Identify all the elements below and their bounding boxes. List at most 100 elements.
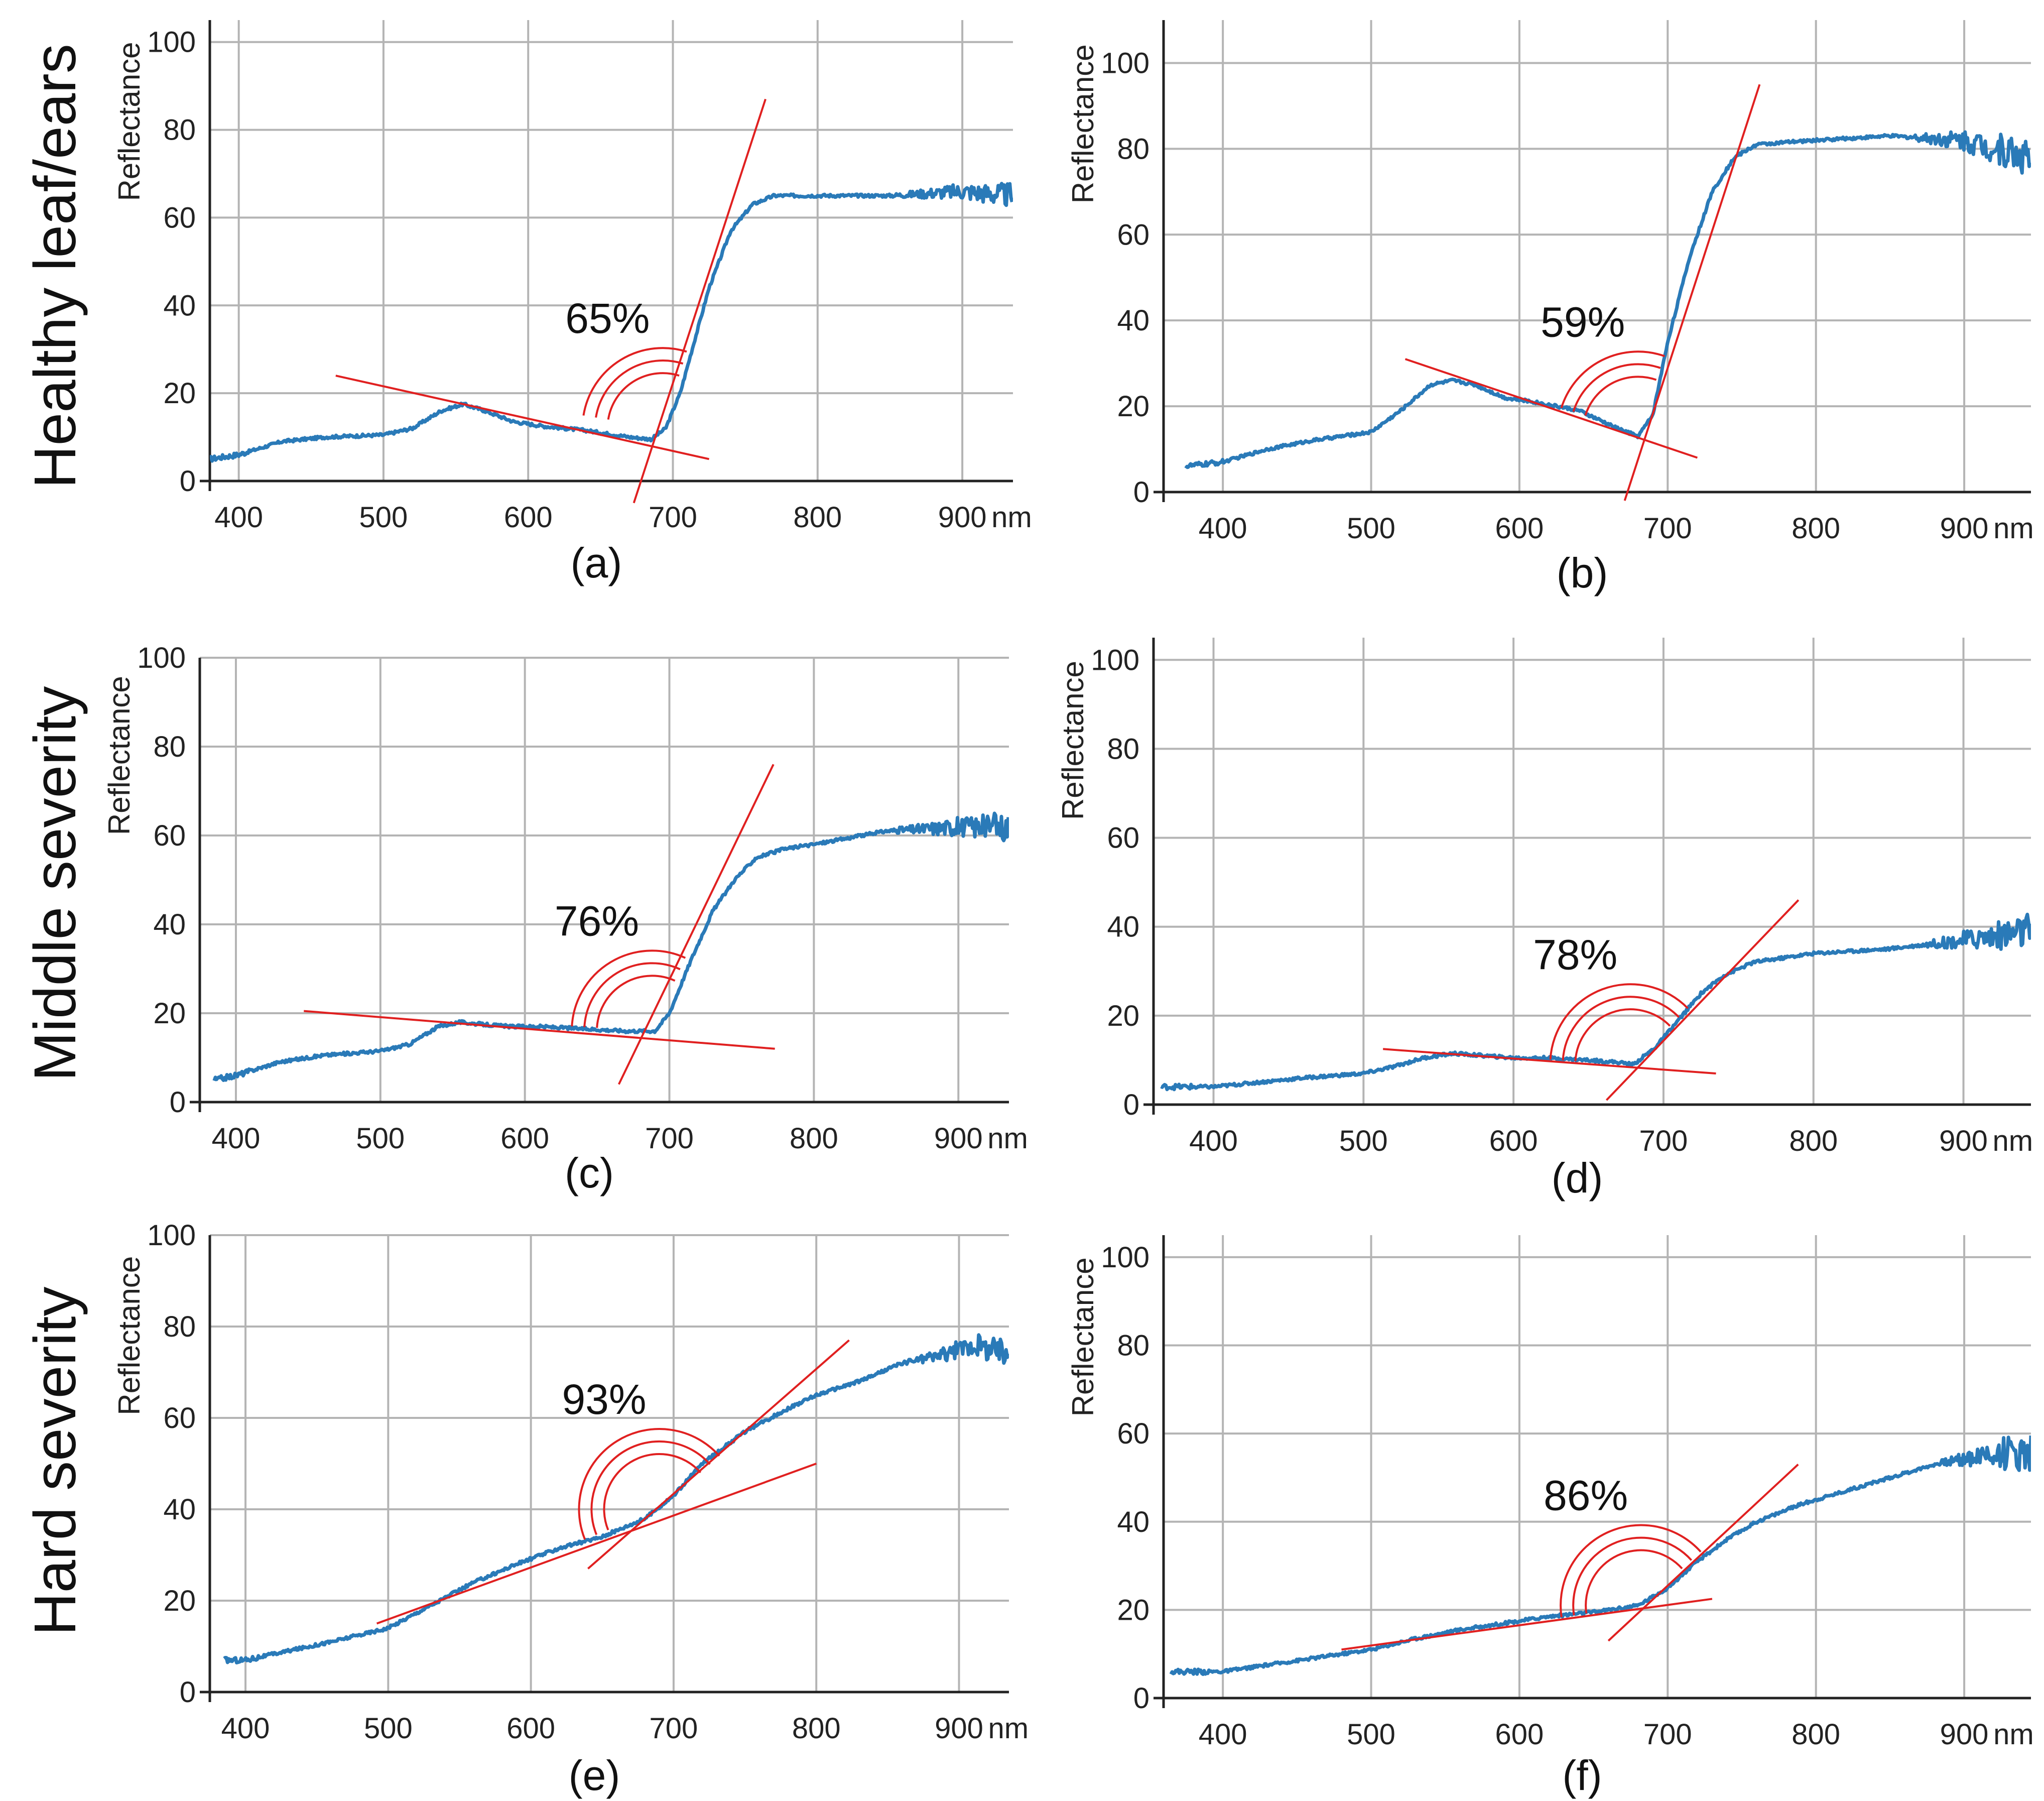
panel-caption: (d) [1552,1154,1603,1202]
row-label: Healthy leaf/ears [22,44,88,488]
x-tick-label: 400 [1199,1718,1247,1751]
x-axis-label: nm [987,1122,1028,1155]
spectrum-line [223,1333,1009,1664]
x-tick-label: 600 [500,1122,549,1155]
angle-arc [1549,983,1689,1060]
y-tick-label: 60 [153,819,186,852]
y-tick-label: 80 [153,731,186,763]
panel-caption: (a) [571,539,622,586]
angle-arc [595,359,684,418]
x-tick-label: 500 [1347,1718,1395,1751]
x-tick-label: 900 [1939,1125,1988,1157]
y-axis-label: Reflectance [102,676,136,835]
spectrum-line [1169,1435,2031,1676]
x-axis-label: nm [1993,1718,2034,1751]
fit-line [1607,1464,1799,1642]
x-tick-label: 800 [1792,512,1840,545]
fit-line [1341,1598,1713,1651]
fit-line [376,1463,817,1625]
fit-line [632,98,766,504]
x-axis-label: nm [1993,1125,2033,1157]
y-tick-label: 0 [180,465,196,498]
x-tick-label: 700 [1643,512,1692,545]
x-tick-label: 800 [1792,1718,1840,1751]
fit-line [1605,899,1800,1101]
angle-arc [1572,363,1661,412]
x-tick-label: 400 [214,501,263,534]
y-tick-label: 80 [1117,133,1149,165]
x-tick-label: 900 [935,1712,983,1745]
y-tick-label: 80 [1117,1330,1149,1362]
spectrum-line [212,811,1009,1082]
angle-annotation: 65% [565,295,650,342]
panel-caption: (f) [1562,1752,1602,1799]
angle-annotation: 86% [1544,1472,1628,1519]
x-tick-label: 500 [359,501,408,534]
angle-arc [578,1428,720,1540]
spectrum-line [1184,130,2031,469]
angle-arc [607,372,680,420]
angle-arc [1560,350,1665,409]
y-tick-label: 20 [1107,1000,1139,1032]
x-axis-label: nm [991,501,1032,534]
y-tick-label: 60 [1117,1417,1149,1450]
x-tick-label: 400 [212,1122,261,1155]
x-tick-label: 500 [364,1712,413,1745]
y-tick-label: 0 [170,1086,186,1119]
y-tick-label: 20 [163,377,196,410]
angle-arc [582,347,687,416]
y-tick-label: 40 [163,289,196,322]
y-tick-label: 80 [1107,733,1139,765]
y-tick-label: 60 [163,201,196,234]
panel-caption: (c) [565,1149,614,1196]
y-tick-label: 40 [1117,1506,1149,1538]
chart-panel-b: 400 500 600 700 800 900 0 20 40 60 80 100 nm Reflecta… [1066,20,2034,596]
y-tick-label: 0 [180,1676,196,1709]
angle-arc [1585,1549,1683,1614]
y-tick-label: 20 [1117,390,1149,423]
y-tick-label: 20 [163,1585,196,1617]
angle-arc [590,1440,711,1535]
row-label: Middle severity [22,686,88,1082]
x-tick-label: 600 [1495,1718,1544,1751]
x-tick-label: 800 [790,1122,838,1155]
y-tick-label: 0 [1133,1682,1149,1715]
y-tick-label: 60 [163,1402,196,1434]
fit-line [617,764,775,1085]
y-axis-label: Reflectance [112,1256,146,1415]
y-tick-label: 60 [1117,218,1149,251]
angle-annotation: 59% [1541,298,1625,345]
x-tick-label: 700 [1643,1718,1692,1751]
row-label: Hard severity [22,1286,88,1635]
angle-arc [1562,996,1680,1060]
angle-annotation: 93% [562,1376,646,1423]
angle-arc [603,1453,702,1530]
angle-arc [571,949,686,1027]
y-tick-label: 100 [1101,47,1149,79]
x-tick-label: 400 [1199,512,1247,545]
x-tick-label: 900 [1940,512,1989,545]
y-tick-label: 100 [1101,1241,1149,1274]
angle-arc [1584,376,1657,416]
x-tick-label: 900 [938,501,987,534]
chart-panel-f: 400 500 600 700 800 900 0 20 40 60 80 100 nm Reflecta… [1066,1235,2034,1799]
chart-panel-c: 400 500 600 700 800 900 0 20 40 60 80 100 nm Reflecta… [102,642,1028,1196]
y-tick-label: 100 [1091,644,1139,676]
x-tick-label: 900 [934,1122,983,1155]
x-tick-label: 600 [504,501,553,534]
y-tick-label: 100 [137,642,186,674]
y-tick-label: 40 [153,908,186,941]
y-tick-label: 100 [147,1219,196,1252]
panel-caption: (b) [1557,549,1608,596]
y-axis-label: Reflectance [1066,1257,1100,1416]
panel-caption: (e) [569,1752,620,1799]
fit-line [1404,358,1698,459]
x-tick-label: 400 [221,1712,270,1745]
y-axis-label: Reflectance [112,42,146,201]
fit-line [1623,84,1761,501]
angle-annotation: 76% [555,897,639,944]
angle-arc [1572,1536,1693,1616]
y-tick-label: 80 [163,1310,196,1343]
angle-arc [1574,1008,1671,1061]
